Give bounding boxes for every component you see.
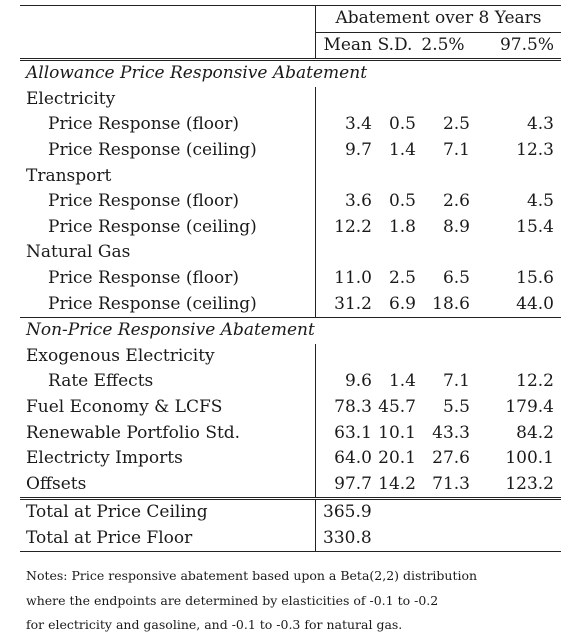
group-label-exogenous: Exogenous Electricity — [20, 343, 316, 370]
cell-p975: 84.2 — [516, 422, 554, 443]
abatement-table: Abatement over 8 Years Mean S.D. 2.5% 97… — [20, 5, 561, 553]
table-row: Price Response (ceiling) 12.2 1.8 8.9 15… — [20, 214, 561, 241]
cell-sd: 0.5 — [388, 191, 416, 212]
table-row: Offsets 97.7 14.2 71.3 123.2 — [20, 471, 561, 499]
cell-sd: 14.2 — [378, 473, 416, 494]
row-label: Price Response (ceiling) — [20, 214, 316, 241]
cell-p975: 15.4 — [516, 216, 554, 237]
cell-p25: 7.1 — [442, 139, 470, 160]
cell-mean: 3.6 — [344, 191, 372, 212]
cell-mean: 64.0 — [334, 448, 372, 469]
col-header-mean: Mean — [323, 34, 372, 55]
row-label: Price Response (ceiling) — [20, 137, 316, 164]
total-value-floor: 330.8 — [315, 525, 561, 553]
section-title-nonprice: Non-Price Responsive Abatement — [20, 317, 561, 344]
total-label-ceiling: Total at Price Ceiling — [20, 497, 316, 526]
cell-p975: 4.3 — [526, 114, 554, 135]
notes-line: for electricity and gasoline, and -0.1 t… — [26, 617, 403, 632]
section-title-price: Allowance Price Responsive Abatement — [20, 58, 561, 87]
section-row: Non-Price Responsive Abatement — [20, 317, 561, 344]
cell-p975: 123.2 — [505, 473, 554, 494]
table-notes: Notes: Price responsive abatement based … — [26, 564, 566, 638]
row-label: Price Response (floor) — [20, 189, 316, 215]
cell-mean: 63.1 — [334, 422, 372, 443]
group-row: Exogenous Electricity — [20, 343, 561, 370]
cell-sd: 1.4 — [388, 371, 416, 392]
cell-mean: 3.4 — [344, 114, 372, 135]
total-row: Total at Price Ceiling 365.9 — [20, 497, 561, 526]
cell-mean: 97.7 — [334, 473, 372, 494]
row-label: Price Response (ceiling) — [20, 291, 316, 318]
notes-line: Notes: Price responsive abatement based … — [26, 568, 478, 583]
row-label: Fuel Economy & LCFS — [20, 394, 316, 421]
col-header-sd: S.D. — [377, 34, 413, 55]
cell-p975: 179.4 — [505, 396, 554, 417]
cell-p975: 44.0 — [516, 293, 554, 314]
cell-p25: 8.9 — [442, 216, 470, 237]
cell-mean: 9.6 — [344, 371, 372, 392]
header-span-title: Abatement over 8 Years — [315, 5, 561, 33]
table-row: Renewable Portfolio Std. 63.1 10.1 43.3 … — [20, 420, 561, 447]
cell-p25: 2.6 — [442, 191, 470, 212]
row-label: Offsets — [20, 471, 316, 499]
cell-p975: 12.2 — [516, 371, 554, 392]
cell-p975: 15.6 — [516, 267, 554, 288]
table-row: Price Response (ceiling) 31.2 6.9 18.6 4… — [20, 291, 561, 318]
total-value-ceiling: 365.9 — [315, 497, 561, 526]
cell-mean: 78.3 — [334, 396, 372, 417]
section-row: Allowance Price Responsive Abatement — [20, 58, 561, 87]
cell-sd: 1.8 — [388, 216, 416, 237]
group-label-electricity: Electricity — [20, 86, 316, 113]
total-row: Total at Price Floor 330.8 — [20, 525, 561, 553]
cell-sd: 10.1 — [378, 422, 416, 443]
cell-p975: 12.3 — [516, 139, 554, 160]
header-row-1: Abatement over 8 Years — [20, 5, 561, 33]
table-row: Electricty Imports 64.0 20.1 27.6 100.1 — [20, 446, 561, 472]
row-label: Price Response (floor) — [20, 112, 316, 138]
cell-mean: 11.0 — [334, 267, 372, 288]
table-row: Rate Effects 9.6 1.4 7.1 12.2 — [20, 369, 561, 395]
cell-p25: 43.3 — [432, 422, 470, 443]
cell-p975: 4.5 — [526, 191, 554, 212]
table-row: Price Response (floor) 3.6 0.5 2.6 4.5 — [20, 189, 561, 215]
table-row: Price Response (ceiling) 9.7 1.4 7.1 12.… — [20, 137, 561, 164]
cell-p25: 18.6 — [432, 293, 470, 314]
total-label-floor: Total at Price Floor — [20, 525, 316, 553]
row-label: Rate Effects — [20, 369, 316, 395]
table-row: Price Response (floor) 3.4 0.5 2.5 4.3 — [20, 112, 561, 138]
header-row-2: Mean S.D. 2.5% 97.5% — [20, 32, 561, 60]
col-header-p25: 2.5% — [421, 34, 465, 55]
cell-sd: 45.7 — [378, 396, 416, 417]
group-label-natural-gas: Natural Gas — [20, 240, 316, 266]
cell-sd: 0.5 — [388, 114, 416, 135]
cell-p25: 6.5 — [442, 267, 470, 288]
row-label: Price Response (floor) — [20, 265, 316, 292]
notes-line: where the endpoints are determined by el… — [26, 592, 439, 608]
header-corner-2 — [20, 32, 316, 60]
cell-p25: 27.6 — [432, 448, 470, 469]
cell-p25: 5.5 — [442, 396, 470, 417]
table-row: Price Response (floor) 11.0 2.5 6.5 15.6 — [20, 265, 561, 292]
table-row: Fuel Economy & LCFS 78.3 45.7 5.5 179.4 — [20, 394, 561, 421]
cell-sd: 20.1 — [378, 448, 416, 469]
header-corner — [20, 5, 316, 33]
cell-sd: 2.5 — [388, 267, 416, 288]
cell-p25: 71.3 — [432, 473, 470, 494]
col-header-p975: 97.5% — [499, 34, 554, 55]
cell-mean: 12.2 — [334, 216, 372, 237]
group-row: Transport — [20, 163, 561, 190]
cell-p975: 100.1 — [505, 448, 554, 469]
cell-sd: 6.9 — [388, 293, 416, 314]
group-row: Electricity — [20, 86, 561, 113]
cell-p25: 2.5 — [442, 114, 470, 135]
cell-mean: 31.2 — [334, 293, 372, 314]
group-label-transport: Transport — [20, 163, 316, 190]
group-row: Natural Gas — [20, 240, 561, 266]
cell-sd: 1.4 — [388, 139, 416, 160]
cell-p25: 7.1 — [442, 371, 470, 392]
row-label: Electricty Imports — [20, 446, 316, 472]
row-label: Renewable Portfolio Std. — [20, 420, 316, 447]
cell-mean: 9.7 — [344, 139, 372, 160]
